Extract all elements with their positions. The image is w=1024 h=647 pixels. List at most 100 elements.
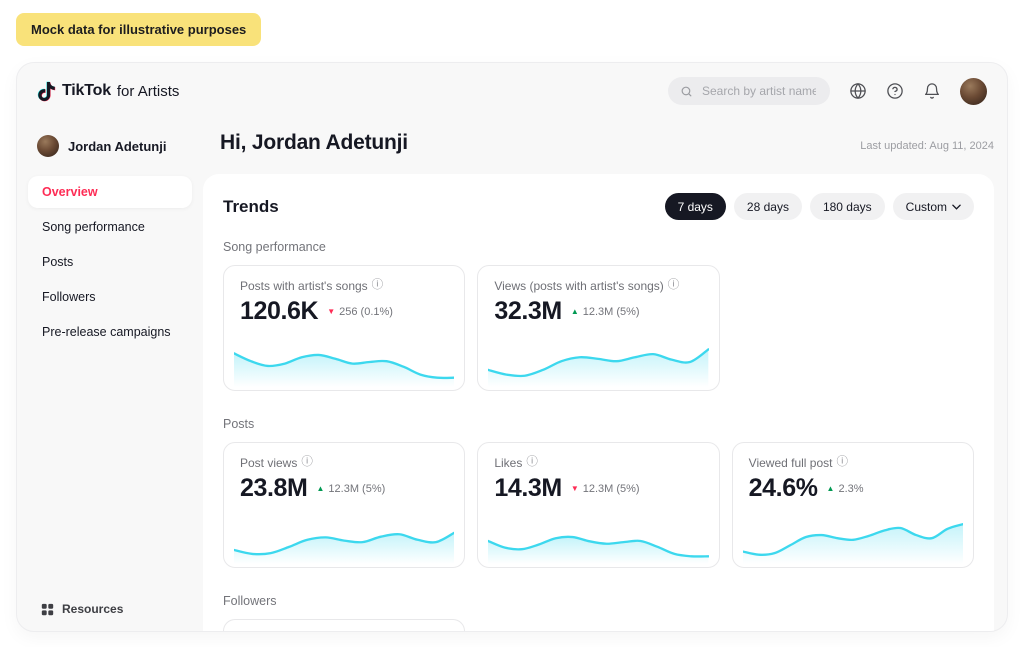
metric-value: 24.6% [748, 474, 818, 502]
filter-custom[interactable]: Custom [892, 193, 974, 220]
metric-card-partial [223, 619, 466, 631]
info-icon[interactable]: ⓘ [526, 456, 538, 469]
help-icon[interactable] [886, 82, 904, 100]
chevron-down-icon [952, 204, 961, 210]
profile-avatar [37, 135, 59, 157]
info-icon[interactable]: ⓘ [371, 279, 384, 292]
metric-card-posts-with-songs[interactable]: Posts with artist's songs ⓘ 120.6K ▼ 256… [223, 265, 466, 391]
user-avatar[interactable] [960, 77, 987, 105]
metric-delta-text: 12.3M (5%) [328, 482, 386, 495]
sparkline-chart [234, 352, 455, 387]
metric-value: 32.3M [494, 297, 562, 325]
metric-delta: ▲ 2.3% [827, 483, 864, 495]
song-performance-cards: Posts with artist's songs ⓘ 120.6K ▼ 256… [223, 265, 974, 391]
metric-label-text: Post views [240, 456, 298, 470]
metric-card-views-with-songs[interactable]: Views (posts with artist's songs) ⓘ 32.3… [477, 265, 720, 391]
sidebar-item-pre-release-campaigns[interactable]: Pre-release campaigns [42, 325, 171, 339]
metric-delta: ▼ 256 (0.1%) [327, 306, 393, 318]
bell-icon[interactable] [923, 82, 941, 100]
metric-label-text: Posts with artist's songs [240, 279, 368, 293]
filter-180-days[interactable]: 180 days [809, 193, 885, 220]
last-updated: Last updated: Aug 11, 2024 [860, 140, 994, 152]
section-label-posts: Posts [223, 417, 255, 431]
trend-arrow-icon: ▼ [570, 483, 579, 493]
metric-value: 14.3M [494, 474, 562, 502]
sidebar-item-followers[interactable]: Followers [42, 290, 96, 304]
filter-label: 28 days [746, 199, 789, 214]
info-icon[interactable]: ⓘ [836, 456, 849, 469]
metric-value: 23.8M [240, 474, 308, 502]
metric-delta-text: 256 (0.1%) [339, 305, 393, 318]
metric-label-text: Views (posts with artist's songs) [494, 279, 664, 293]
brand-suffix: for Artists [116, 82, 180, 100]
main-content: Hi, Jordan Adetunji Last updated: Aug 11… [203, 115, 1007, 631]
section-label-followers: Followers [223, 594, 277, 608]
globe-icon[interactable] [849, 82, 867, 100]
followers-cards [223, 619, 974, 631]
sidebar-item-song-performance[interactable]: Song performance [42, 220, 145, 234]
search-icon [681, 86, 692, 96]
metric-value-row: 24.6% ▲ 2.3% [748, 474, 957, 503]
trends-head: Trends 7 days 28 days 180 days Custom [223, 193, 974, 220]
grid-icon [41, 603, 54, 615]
filter-7-days[interactable]: 7 days [664, 193, 726, 220]
metric-label-text: Viewed full post [748, 456, 833, 470]
metric-delta-text: 12.3M (5%) [582, 305, 640, 318]
search-input[interactable] [700, 83, 818, 99]
filter-label: Custom [905, 199, 947, 214]
trend-arrow-icon: ▲ [826, 483, 835, 493]
metric-value-row: 23.8M ▲ 12.3M (5%) [240, 474, 448, 503]
metric-delta: ▲ 12.3M (5%) [316, 483, 385, 495]
trends-panel: Trends 7 days 28 days 180 days Custom [203, 174, 994, 631]
tiktok-note-icon [37, 81, 56, 101]
metric-label: Likes ⓘ [494, 456, 702, 470]
metric-value-row: 32.3M ▲ 12.3M (5%) [494, 297, 702, 326]
filter-label: 7 days [677, 199, 713, 214]
trends-title: Trends [223, 196, 279, 216]
metric-label: Viewed full post ⓘ [749, 456, 957, 470]
filter-label: 180 days [822, 199, 872, 214]
artist-search[interactable] [668, 77, 830, 105]
metric-delta-text: 12.3M (5%) [582, 482, 640, 495]
metric-label: Posts with artist's songs ⓘ [240, 279, 448, 293]
sidebar-profile[interactable]: Jordan Adetunji [17, 129, 203, 163]
app-body: Jordan Adetunji Overview Song performanc… [17, 115, 1007, 631]
metric-delta: ▼ 12.3M (5%) [571, 483, 640, 495]
metric-card-viewed-full-post[interactable]: Viewed full post ⓘ 24.6% ▲ 2.3% [731, 442, 974, 568]
app-window: TikTok for Artists [16, 62, 1008, 632]
metric-delta-text: 2.3% [838, 482, 864, 495]
metric-delta: ▲ 12.3M (5%) [571, 306, 640, 318]
app-header: TikTok for Artists [17, 63, 1007, 115]
metric-card-post-views[interactable]: Post views ⓘ 23.8M ▲ 12.3M (5%) [223, 442, 466, 568]
page-title: Hi, Jordan Adetunji [220, 131, 408, 154]
sidebar: Jordan Adetunji Overview Song performanc… [17, 115, 203, 631]
metric-card-likes[interactable]: Likes ⓘ 14.3M ▼ 12.3M (5%) [477, 442, 720, 568]
tiktok-logo[interactable]: TikTok for Artists [37, 81, 179, 102]
header-actions [668, 77, 987, 105]
date-range-filters: 7 days 28 days 180 days Custom [664, 193, 974, 220]
sidebar-item-resources[interactable]: Resources [17, 602, 203, 616]
metric-value-row: 14.3M ▼ 12.3M (5%) [494, 474, 702, 503]
filter-28-days[interactable]: 28 days [733, 193, 802, 220]
metric-value-row: 120.6K ▼ 256 (0.1%) [240, 297, 448, 326]
sidebar-item-overview[interactable]: Overview [28, 176, 192, 208]
section-label-song-performance: Song performance [223, 240, 326, 254]
sparkline-chart [742, 522, 963, 564]
info-icon[interactable]: ⓘ [301, 456, 313, 469]
sparkline-chart [234, 531, 455, 564]
sparkline-chart [488, 535, 709, 564]
mock-data-banner: Mock data for illustrative purposes [16, 13, 262, 46]
sidebar-nav: Overview Song performance Posts Follower… [17, 176, 203, 348]
trend-arrow-icon: ▲ [316, 483, 325, 493]
metric-label: Views (posts with artist's songs) ⓘ [494, 279, 702, 293]
trend-arrow-icon: ▼ [327, 306, 336, 316]
metric-label-text: Likes [494, 456, 523, 470]
sparkline-chart [488, 348, 709, 387]
sidebar-item-posts[interactable]: Posts [42, 255, 74, 269]
main-head: Hi, Jordan Adetunji Last updated: Aug 11… [203, 131, 994, 155]
profile-name: Jordan Adetunji [68, 138, 167, 154]
brand-name: TikTok [62, 82, 111, 99]
posts-cards: Post views ⓘ 23.8M ▲ 12.3M (5%) [223, 442, 974, 568]
info-icon[interactable]: ⓘ [667, 279, 680, 292]
trend-arrow-icon: ▲ [570, 306, 579, 316]
